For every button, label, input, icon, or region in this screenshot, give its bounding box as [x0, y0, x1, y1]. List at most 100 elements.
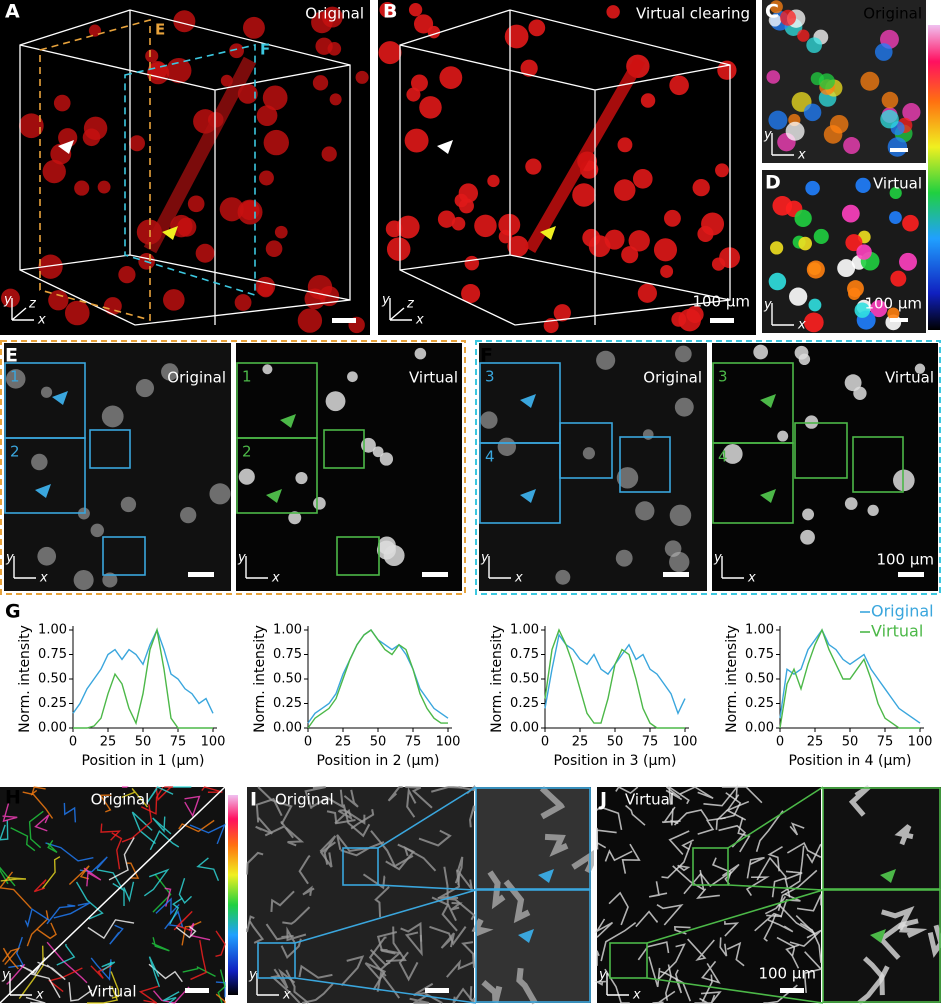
vessel — [440, 932, 455, 949]
vessel — [431, 785, 462, 793]
blob — [376, 540, 396, 560]
blob — [258, 170, 274, 186]
vessel — [701, 960, 721, 984]
vessel — [848, 784, 871, 817]
vessel — [662, 806, 681, 824]
x-tick-label: 100 — [673, 735, 698, 750]
vessel — [123, 881, 135, 907]
scale-bar — [898, 572, 924, 577]
blob — [97, 180, 111, 194]
axis-label: x — [271, 571, 280, 586]
blob — [615, 549, 633, 567]
blob — [802, 508, 815, 521]
blob — [893, 469, 915, 492]
blob — [209, 483, 231, 505]
vessel — [596, 827, 607, 849]
blob — [262, 85, 288, 111]
inset-label: 1 — [242, 368, 252, 386]
vessel — [46, 941, 88, 984]
blob — [498, 229, 513, 244]
blob — [717, 60, 737, 80]
axis-label: y — [763, 128, 772, 143]
vessel — [387, 786, 403, 802]
blob — [902, 214, 919, 232]
inset — [236, 437, 318, 514]
blob — [410, 74, 428, 92]
vessel — [524, 56, 646, 254]
vessel — [175, 926, 197, 939]
vessel — [621, 843, 641, 874]
blob — [628, 230, 650, 252]
blob — [256, 105, 278, 126]
blob — [805, 180, 820, 196]
scale-bar — [332, 318, 356, 323]
vessel — [138, 985, 159, 1004]
y-tick-label: 0.25 — [510, 696, 539, 711]
blob — [914, 363, 926, 374]
blob — [313, 497, 326, 510]
x-tick-label: 0 — [69, 735, 77, 750]
vessel — [454, 856, 464, 884]
panel-letter: A — [5, 1, 20, 23]
axis-label: y — [3, 293, 12, 308]
vessel — [659, 970, 692, 1002]
panel-i-zoom — [476, 787, 591, 1003]
blob — [40, 386, 53, 398]
panel-title: Original — [275, 791, 334, 809]
blob — [74, 180, 90, 196]
blob — [163, 289, 185, 311]
plane-e — [39, 18, 151, 322]
vessel — [143, 868, 170, 897]
x-tick-label: 75 — [642, 735, 659, 750]
vessel — [763, 984, 798, 1004]
vessel — [413, 982, 443, 1004]
axes — [544, 626, 689, 729]
axis-arrows — [245, 556, 268, 579]
x-tick-label: 100 — [908, 735, 933, 750]
blob — [768, 272, 787, 291]
axis-arrows — [11, 298, 34, 321]
vessel — [469, 805, 475, 828]
axis-label: x — [282, 988, 291, 1003]
panel-title: Original — [305, 5, 364, 23]
vessel — [100, 823, 122, 841]
frame-f — [475, 340, 941, 595]
blob — [837, 259, 856, 278]
vessel — [121, 788, 149, 808]
arrowhead — [540, 226, 556, 240]
x-axis-label: Position in 4 (µm) — [789, 753, 912, 769]
axis-arrows — [771, 303, 794, 326]
vessel — [152, 816, 172, 835]
blob — [674, 397, 694, 417]
blob — [38, 254, 63, 279]
vessel — [894, 824, 914, 846]
vessel — [2, 947, 19, 970]
blob — [329, 93, 342, 106]
x-tick-label: 50 — [842, 735, 859, 750]
blob — [265, 240, 283, 258]
blob — [187, 195, 205, 213]
vessel — [285, 826, 305, 847]
axis-label: y — [248, 968, 257, 983]
blob — [637, 283, 657, 303]
inset-label: 2 — [10, 443, 20, 461]
axis-label: x — [797, 318, 806, 333]
blob — [295, 471, 308, 485]
vessel — [673, 809, 709, 826]
blob — [288, 511, 302, 525]
vessel — [857, 965, 890, 1005]
blob — [90, 523, 105, 538]
blob — [6, 369, 26, 389]
vessel — [487, 870, 506, 910]
line — [72, 628, 214, 714]
blob — [497, 437, 517, 456]
panel-title: Virtual — [87, 983, 136, 1001]
vessel — [368, 936, 387, 977]
roi — [323, 429, 365, 469]
vessel — [248, 920, 265, 944]
vessel — [746, 856, 765, 879]
vessel — [457, 870, 473, 890]
vessel — [737, 817, 751, 853]
axis-label: y — [598, 968, 607, 983]
